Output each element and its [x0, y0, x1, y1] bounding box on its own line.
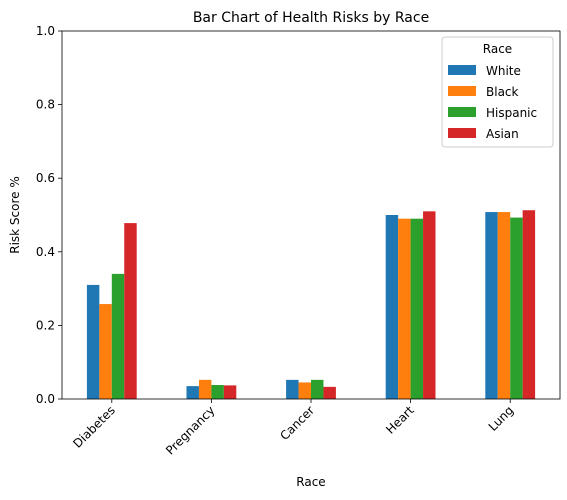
bar-black-lung — [497, 212, 511, 399]
y-tick-label: 0.6 — [36, 171, 55, 185]
y-tick-label: 0.4 — [36, 245, 55, 259]
x-tick-label-cancer: Cancer — [277, 403, 317, 443]
bar-black-cancer — [298, 382, 311, 399]
chart-title: Bar Chart of Health Risks by Race — [193, 10, 429, 26]
legend-swatch-white — [448, 65, 476, 75]
x-tick-label-pregnancy: Pregnancy — [163, 403, 217, 457]
legend-label-black: Black — [486, 85, 519, 99]
x-tick-label-heart: Heart — [383, 403, 417, 437]
bar-hispanic-heart — [410, 218, 424, 399]
bar-hispanic-cancer — [311, 379, 324, 399]
legend-title: Race — [483, 42, 512, 56]
bar-asian-diabetes — [124, 223, 137, 399]
x-axis-label: Race — [296, 475, 325, 489]
legend-label-asian: Asian — [486, 127, 519, 141]
legend-box — [441, 36, 554, 148]
legend-label-hispanic: Hispanic — [486, 106, 537, 120]
bar-asian-heart — [423, 211, 436, 399]
legend-swatch-asian — [448, 128, 476, 138]
legend-label-white: White — [486, 64, 521, 78]
bar-black-heart — [398, 218, 411, 399]
bar-black-pregnancy — [198, 379, 212, 399]
bar-black-diabetes — [99, 304, 112, 399]
y-tick-label: 1.0 — [36, 24, 55, 38]
y-tick-label: 0.0 — [36, 392, 55, 406]
x-tick-label-diabetes: Diabetes — [70, 403, 118, 451]
legend-swatch-hispanic — [448, 107, 476, 117]
bar-white-lung — [485, 212, 498, 399]
y-tick-label: 0.2 — [36, 318, 55, 332]
bar-asian-lung — [522, 210, 536, 399]
bar-asian-cancer — [323, 386, 336, 399]
plot-area — [61, 30, 561, 400]
bar-white-diabetes — [86, 284, 100, 399]
y-axis: 0.0 0.2 0.4 0.6 0.8 1.0 — [36, 24, 62, 406]
y-axis-label: Risk Score % — [8, 176, 22, 254]
bar-white-heart — [385, 215, 399, 399]
bar-hispanic-pregnancy — [211, 385, 224, 399]
x-tick-label-lung: Lung — [486, 403, 517, 434]
bar-hispanic-lung — [510, 217, 523, 399]
bar-asian-pregnancy — [223, 385, 237, 399]
bar-hispanic-diabetes — [111, 273, 125, 399]
bar-white-cancer — [286, 379, 299, 399]
legend-swatch-black — [448, 86, 476, 96]
y-tick-label: 0.8 — [36, 98, 55, 112]
bar-white-pregnancy — [186, 386, 199, 399]
legend: Race White Black Hispanic Asian — [441, 36, 554, 148]
x-axis: Diabetes Pregnancy Cancer Heart Lung — [70, 399, 516, 458]
